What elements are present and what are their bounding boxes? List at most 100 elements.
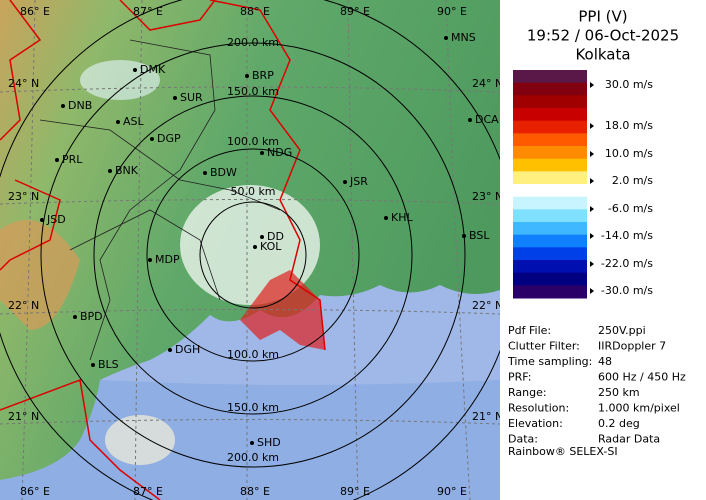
range-label: 200.0 km bbox=[227, 451, 279, 464]
city-dot bbox=[173, 96, 177, 100]
city-dot bbox=[108, 169, 112, 173]
city-label: JSR bbox=[349, 175, 368, 188]
color-band bbox=[513, 184, 587, 198]
color-scale: 30.0 m/s 18.0 m/s 10.0 m/s 2.0 m/s -6.0 m/s -… bbox=[513, 70, 653, 299]
info-key: Time sampling: bbox=[507, 355, 592, 368]
latitude-label: 21° N bbox=[472, 410, 503, 423]
info-key: Pdf File: bbox=[508, 324, 551, 337]
city-dot bbox=[40, 218, 44, 222]
color-band bbox=[513, 82, 587, 96]
color-band bbox=[513, 133, 587, 147]
meridian bbox=[445, 0, 471, 500]
info-value: 48 bbox=[598, 355, 612, 368]
city-dot bbox=[116, 120, 120, 124]
city-dot bbox=[384, 216, 388, 220]
city-label: SHD bbox=[257, 436, 281, 449]
borders bbox=[0, 0, 326, 500]
city-label: MDP bbox=[155, 253, 180, 266]
info-key: Elevation: bbox=[508, 417, 563, 430]
city-label: KHL bbox=[391, 211, 413, 224]
city-dot bbox=[468, 118, 472, 122]
longitude-label: 90° E bbox=[437, 5, 467, 18]
scale-label: 18.0 m/s bbox=[605, 119, 653, 132]
city-label: BSL bbox=[469, 229, 490, 242]
latitude-label: 23° N bbox=[8, 190, 39, 203]
city-dot bbox=[91, 363, 95, 367]
info-key: Resolution: bbox=[508, 402, 569, 415]
scale-arrow bbox=[590, 82, 594, 88]
color-band bbox=[513, 234, 587, 248]
district-line bbox=[69, 209, 221, 301]
info-value: 1.000 km/pixel bbox=[598, 402, 680, 415]
city-label: BDW bbox=[210, 166, 237, 179]
scale-label: -22.0 m/s bbox=[601, 257, 653, 270]
longitude-label: 86° E bbox=[20, 485, 50, 498]
scale-label: -14.0 m/s bbox=[601, 229, 653, 242]
color-band bbox=[513, 108, 587, 122]
color-band bbox=[513, 222, 587, 236]
city-dot bbox=[150, 137, 154, 141]
city-label: JSD bbox=[46, 213, 66, 226]
city-dot bbox=[148, 258, 152, 262]
scale-label: 10.0 m/s bbox=[605, 147, 653, 160]
info-value: 600 Hz / 450 Hz bbox=[598, 371, 686, 384]
highland bbox=[0, 220, 80, 330]
color-band bbox=[513, 247, 587, 261]
scale-arrow bbox=[590, 178, 594, 184]
color-band bbox=[513, 120, 587, 134]
latitude-label: 24° N bbox=[472, 77, 503, 90]
city-label: BPD bbox=[80, 310, 103, 323]
deep-sea bbox=[0, 380, 500, 500]
color-band bbox=[513, 171, 587, 185]
footer: Rainbow® SELEX-SI bbox=[508, 445, 618, 458]
map-labels: 86° E 86° E 87° E 87° E 88° E 88° E 89° E 89° E… bbox=[8, 5, 503, 498]
scale-arrow bbox=[590, 151, 594, 157]
city-dot bbox=[73, 315, 77, 319]
color-band bbox=[513, 95, 587, 109]
scale-label: 30.0 m/s bbox=[605, 78, 653, 91]
city-label: DNB bbox=[68, 99, 92, 112]
city-label: DD bbox=[267, 230, 284, 243]
info-key: Data: bbox=[508, 433, 538, 446]
info-value: Radar Data bbox=[598, 433, 660, 446]
longitude-label: 89° E bbox=[340, 485, 370, 498]
info-key: Clutter Filter: bbox=[508, 340, 580, 353]
radar-echo bbox=[80, 60, 160, 100]
city-label: DGH bbox=[175, 343, 200, 356]
latitude-label: 21° N bbox=[8, 410, 39, 423]
latitude-label: 22° N bbox=[8, 299, 39, 312]
city-dot bbox=[55, 158, 59, 162]
parallel bbox=[0, 309, 500, 315]
longitude-label: 87° E bbox=[133, 5, 163, 18]
color-band bbox=[513, 158, 587, 172]
parallel bbox=[0, 199, 500, 205]
color-band bbox=[513, 272, 587, 286]
city-label: DCA bbox=[475, 113, 499, 126]
city-label: DGP bbox=[157, 132, 181, 145]
city-label: DMK bbox=[140, 63, 166, 76]
city-dot bbox=[260, 151, 264, 155]
scale-arrow bbox=[590, 233, 594, 239]
city-label: BNK bbox=[115, 164, 139, 177]
range-label: 200.0 km bbox=[227, 36, 279, 49]
longitude-label: 88° E bbox=[240, 485, 270, 498]
city-dot bbox=[61, 104, 65, 108]
city-label: BLS bbox=[98, 358, 119, 371]
city-dot bbox=[203, 171, 207, 175]
city-label: KOL bbox=[260, 240, 282, 253]
longitude-label: 86° E bbox=[20, 5, 50, 18]
latitude-label: 22° N bbox=[472, 299, 503, 312]
longitude-label: 89° E bbox=[340, 5, 370, 18]
color-band bbox=[513, 285, 587, 299]
city-label: MNS bbox=[451, 31, 476, 44]
longitude-label: 90° E bbox=[437, 485, 467, 498]
panel-time: 19:52 / 06-Oct-2025 bbox=[527, 27, 679, 45]
color-band bbox=[513, 146, 587, 160]
city-dot bbox=[462, 234, 466, 238]
range-ring bbox=[93, 95, 413, 415]
info-value: 250V.ppi bbox=[598, 324, 646, 337]
range-label: 150.0 km bbox=[227, 401, 279, 414]
longitude-label: 88° E bbox=[240, 5, 270, 18]
scale-label: -6.0 m/s bbox=[608, 202, 653, 215]
scale-arrow bbox=[590, 288, 594, 294]
